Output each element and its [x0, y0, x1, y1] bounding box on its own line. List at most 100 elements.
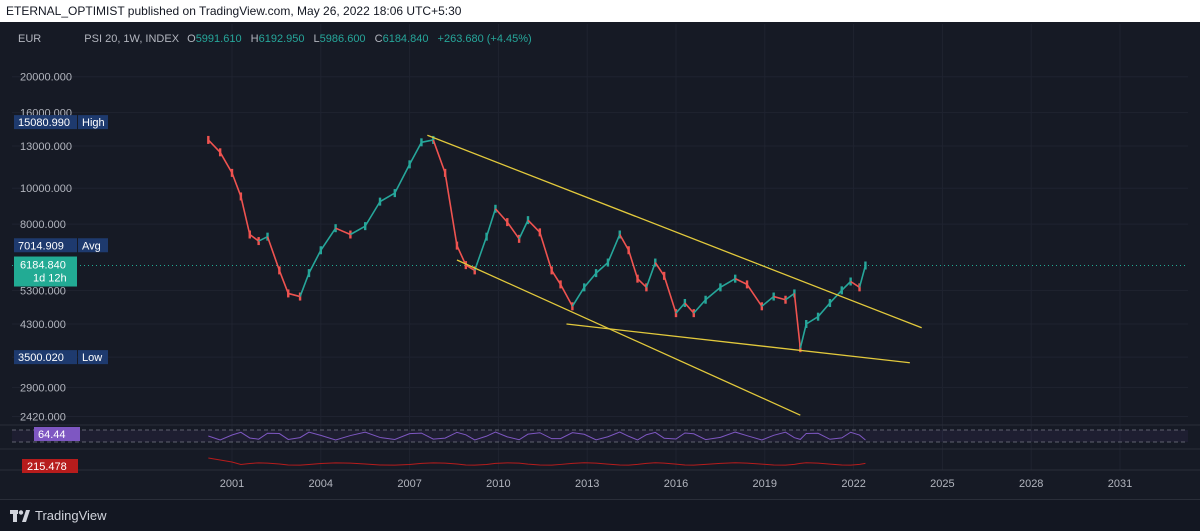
change-value: +263.680 (+4.45%): [437, 33, 532, 45]
price-segment: [364, 201, 381, 227]
price-bar: [334, 224, 337, 233]
price-segment: [249, 233, 260, 242]
avg-name-label: Avg: [82, 240, 101, 252]
y-tick-label: 5300.000: [20, 285, 66, 297]
price-segment: [583, 272, 597, 288]
price-segment: [607, 234, 621, 263]
y-tick-label: 8000.000: [20, 219, 66, 231]
price-segment: [645, 262, 657, 288]
price-bar: [207, 135, 210, 144]
price-segment: [518, 219, 529, 240]
price-segment: [817, 302, 831, 318]
tradingview-brand[interactable]: TradingView: [10, 508, 107, 523]
trend-lines[interactable]: [427, 134, 922, 416]
low-price-tag[interactable]: [14, 350, 77, 365]
rsi-line: [208, 431, 866, 441]
price-segment: [734, 277, 748, 286]
price-segment: [654, 262, 665, 277]
price-segment: [421, 139, 434, 144]
price-segment: [595, 261, 609, 274]
low-name-label: Low: [82, 352, 102, 364]
price-segment: [539, 232, 553, 271]
avg-price-tag[interactable]: [14, 238, 77, 253]
price-axis[interactable]: 2420.0002900.0003500.0004300.0005300.000…: [14, 72, 108, 424]
price-segment: [207, 139, 221, 153]
y-tick-label: 4300.000: [20, 319, 66, 331]
price-segment: [551, 269, 562, 285]
price-segment: [793, 293, 802, 349]
high-price-tag[interactable]: [14, 115, 77, 130]
last-price-value: 6184.840: [20, 260, 66, 272]
y-tick-label: 2900.000: [20, 382, 66, 394]
x-tick-label: 2028: [1019, 478, 1043, 490]
y-tick-label: 13000.000: [20, 141, 72, 153]
high-name-tag: [78, 115, 108, 130]
rsi-band: [12, 430, 1188, 442]
support-line-line[interactable]: [566, 323, 910, 364]
last-price-tag[interactable]: [14, 256, 77, 287]
price-segment: [494, 208, 508, 223]
low-name-tag: [78, 350, 108, 365]
price-segment: [506, 221, 520, 240]
price-segment: [619, 234, 630, 251]
x-tick-label: 2022: [841, 478, 865, 490]
price-segment: [746, 283, 763, 307]
time-axis[interactable]: 2001 2004 2007 2010 2013 2016 2019 2022 2025 2028…: [220, 478, 1132, 490]
x-tick-label: 2001: [220, 478, 244, 490]
price-segment: [258, 235, 268, 242]
rsi-value: 64.44: [38, 429, 66, 441]
footer-bar: TradingView: [0, 499, 1200, 531]
price-segment: [465, 264, 476, 272]
x-tick-label: 2010: [486, 478, 510, 490]
price-segment: [288, 292, 301, 298]
price-segment: [231, 172, 242, 197]
lower-value-tag: [22, 459, 78, 473]
price-segment: [675, 302, 686, 314]
price-segment: [308, 249, 322, 274]
avg-name-tag: [78, 238, 108, 253]
lower-channel-line[interactable]: [456, 259, 801, 416]
price-segment: [785, 292, 795, 301]
price-segment: [240, 196, 251, 235]
price-segment: [456, 245, 467, 266]
lower-indicator-line: [208, 457, 866, 466]
currency-label: EUR: [18, 33, 42, 45]
lower-value: 215.478: [27, 461, 67, 473]
price-segment: [829, 289, 843, 304]
price-segment: [559, 284, 574, 307]
price-segment: [571, 286, 585, 307]
indicator-panes: 64.44 215.478: [0, 424, 1200, 473]
upper-channel-line[interactable]: [427, 134, 922, 329]
open-label: O: [187, 33, 196, 45]
symbol-label[interactable]: PSI 20, 1W, INDEX: [84, 33, 180, 45]
price-bar: [506, 218, 509, 227]
price-segment: [719, 277, 736, 289]
price-segment: [320, 227, 337, 251]
price-segment: [335, 227, 351, 236]
price-segment: [527, 219, 541, 233]
low-value: 5986.600: [319, 33, 366, 45]
price-segment: [432, 139, 446, 174]
high-value: 6192.950: [258, 33, 305, 45]
high-label: H: [250, 33, 259, 45]
high-price-value: 15080.990: [18, 117, 70, 129]
price-segment: [444, 172, 458, 246]
price-segment: [636, 278, 647, 288]
price-bar: [432, 135, 435, 144]
open-value: 5991.610: [195, 33, 242, 45]
high-name-label: High: [82, 117, 105, 129]
low-label: L: [313, 33, 320, 45]
close-label: C: [374, 33, 383, 45]
x-tick-label: 2004: [309, 478, 333, 490]
y-tick-label: 10000.000: [20, 183, 72, 195]
x-tick-label: 2019: [753, 478, 777, 490]
brand-label: TradingView: [35, 508, 107, 523]
close-value: 6184.840: [382, 33, 429, 45]
price-bar: [408, 160, 411, 169]
price-segment: [278, 270, 289, 294]
price-segment: [408, 141, 423, 165]
price-bar: [864, 261, 867, 270]
x-tick-label: 2013: [575, 478, 599, 490]
